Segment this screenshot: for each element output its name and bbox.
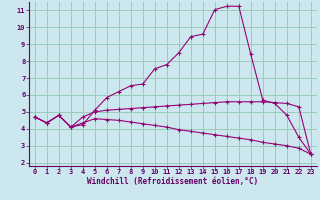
X-axis label: Windchill (Refroidissement éolien,°C): Windchill (Refroidissement éolien,°C) (87, 177, 258, 186)
